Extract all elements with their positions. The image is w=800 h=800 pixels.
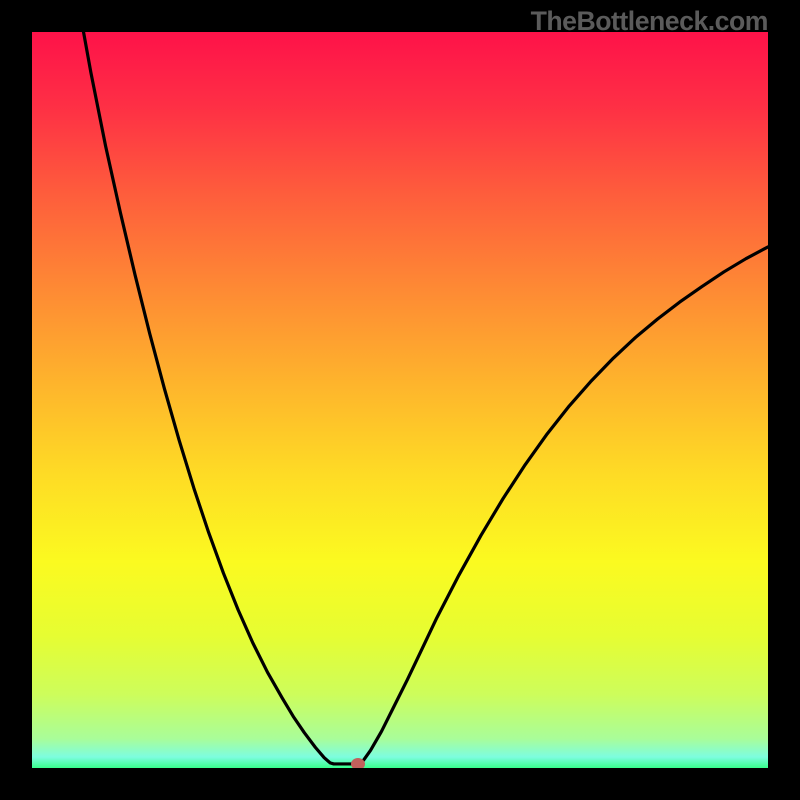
bottleneck-curve <box>32 32 768 768</box>
optimal-point-marker <box>351 758 365 768</box>
watermark-text: TheBottleneck.com <box>531 6 768 37</box>
plot-area <box>32 32 768 768</box>
stage: TheBottleneck.com <box>0 0 800 800</box>
